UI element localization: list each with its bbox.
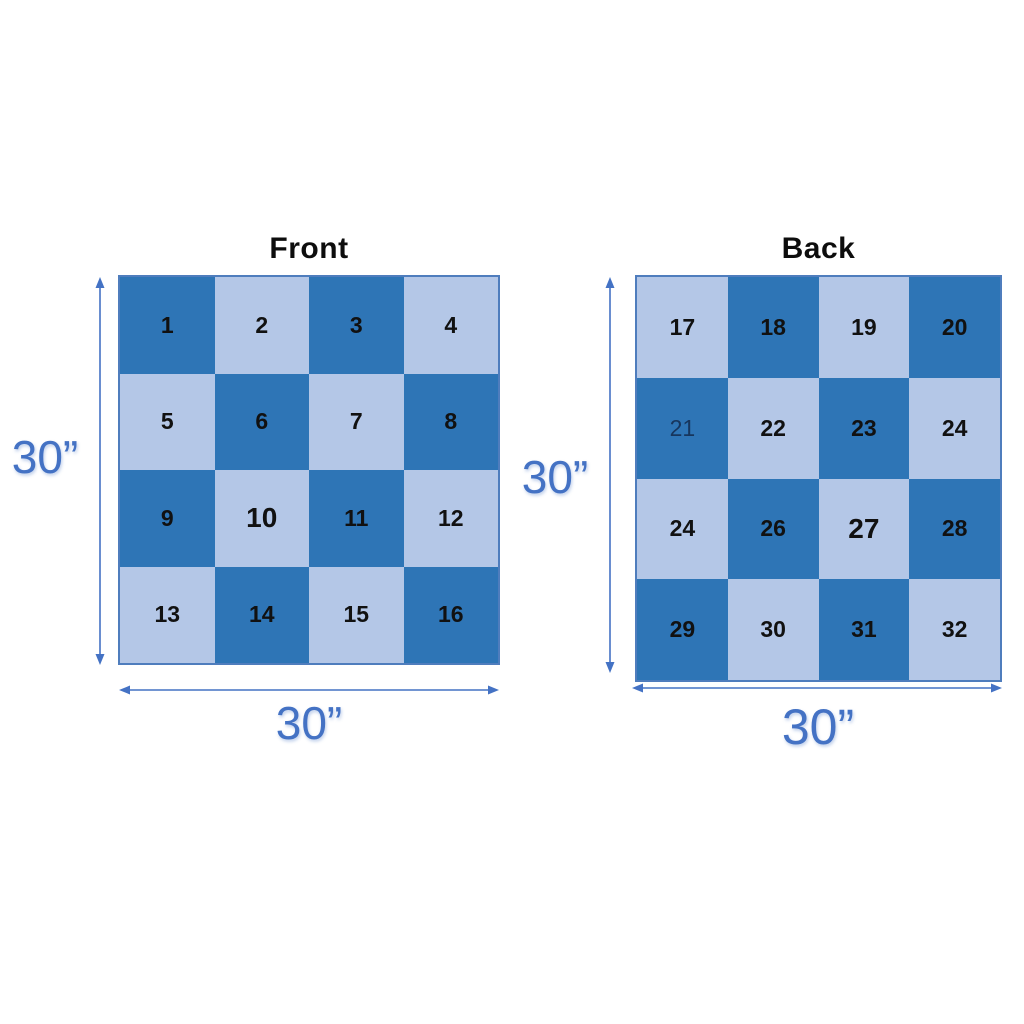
grid-cell: 23 bbox=[818, 377, 910, 479]
grid-cell: 27 bbox=[818, 478, 910, 580]
front-width-dimension-label: 30” bbox=[275, 697, 343, 749]
back-width-dimension-arrow bbox=[632, 683, 1002, 693]
grid-cell: 6 bbox=[214, 373, 309, 470]
back-height-dimension-arrow bbox=[605, 277, 615, 673]
grid-cell: 30 bbox=[727, 579, 819, 680]
grid-cell: 11 bbox=[309, 470, 404, 567]
grid-cell: 7 bbox=[309, 373, 404, 470]
back-width-dimension-label: 30” bbox=[781, 699, 855, 755]
grid-cell: 24 bbox=[909, 377, 1000, 479]
grid-cell: 9 bbox=[120, 470, 215, 567]
grid-cell: 18 bbox=[727, 277, 819, 378]
grid-cell: 16 bbox=[403, 566, 498, 663]
front-height-dimension-label: 30” bbox=[11, 431, 79, 483]
grid-cell: 13 bbox=[120, 566, 215, 663]
back-panel-title: Back bbox=[781, 232, 856, 265]
grid-cell: 22 bbox=[727, 377, 819, 479]
grid-cell: 31 bbox=[818, 579, 910, 680]
grid-cell: 14 bbox=[214, 566, 309, 663]
grid-cell: 2 bbox=[214, 277, 309, 374]
front-checkerboard-grid: 1 2 3 4 5 6 7 8 9 10 11 12 13 14 15 16 bbox=[118, 275, 500, 665]
back-checkerboard-grid: 17 18 19 20 21 22 23 24 24 26 27 28 29 30 31 32 bbox=[635, 275, 1002, 682]
grid-cell: 5 bbox=[120, 373, 215, 470]
grid-cell: 15 bbox=[309, 566, 404, 663]
grid-cell: 20 bbox=[909, 277, 1000, 378]
grid-cell: 10 bbox=[214, 470, 309, 567]
grid-cell: 19 bbox=[818, 277, 910, 378]
grid-cell: 28 bbox=[909, 478, 1000, 580]
grid-cell: 12 bbox=[403, 470, 498, 567]
front-height-dimension-arrow bbox=[95, 277, 105, 665]
grid-cell: 3 bbox=[309, 277, 404, 374]
grid-cell: 29 bbox=[637, 579, 728, 680]
grid-cell: 17 bbox=[637, 277, 728, 378]
front-width-dimension-arrow bbox=[119, 685, 499, 695]
grid-cell: 21 bbox=[637, 377, 728, 479]
grid-cell: 1 bbox=[120, 277, 215, 374]
grid-cell: 24 bbox=[637, 478, 728, 580]
grid-cell: 8 bbox=[403, 373, 498, 470]
grid-cell: 4 bbox=[403, 277, 498, 374]
front-panel-title: Front bbox=[269, 232, 349, 265]
back-height-dimension-label: 30” bbox=[521, 451, 589, 503]
grid-cell: 32 bbox=[909, 579, 1000, 680]
grid-cell: 26 bbox=[727, 478, 819, 580]
